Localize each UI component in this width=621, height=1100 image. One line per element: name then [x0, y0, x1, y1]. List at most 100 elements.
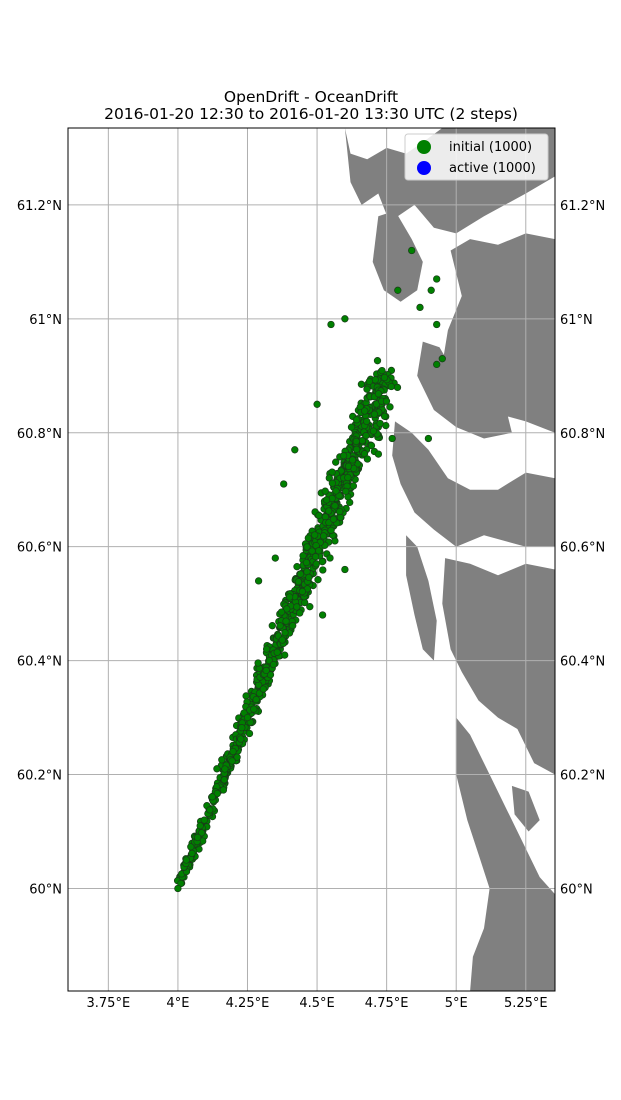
particle: [365, 377, 374, 386]
x-tick-label: 3.75°E: [87, 996, 131, 1011]
particle: [305, 573, 313, 582]
particle: [197, 829, 206, 837]
particle: [259, 685, 268, 693]
particle: [319, 532, 328, 540]
y-tick-label-right: 61.2°N: [560, 199, 605, 214]
particle: [276, 622, 284, 630]
particle: [254, 659, 262, 667]
particle: [374, 450, 383, 458]
chart-subtitle: 2016-01-20 12:30 to 2016-01-20 13:30 UTC…: [104, 105, 518, 123]
land-large-island-south: [442, 558, 555, 775]
land-southern-archipelago: [456, 717, 555, 991]
land-mainland-east: [442, 233, 555, 433]
y-tick-label-left: 60.4°N: [17, 655, 62, 670]
particle: [243, 713, 252, 722]
land-island-west-strip: [406, 535, 437, 661]
particle: [363, 455, 372, 463]
particle: [394, 286, 402, 294]
particle: [196, 822, 204, 830]
particle: [262, 666, 270, 675]
chart-title: OpenDrift - OceanDrift: [224, 88, 398, 106]
particle: [262, 645, 271, 653]
particle: [342, 487, 350, 496]
particle: [341, 565, 349, 574]
land-layer: [344, 128, 555, 991]
particle: [294, 578, 303, 586]
x-tick-label: 4°E: [166, 996, 189, 1011]
particle: [408, 246, 416, 255]
legend: initial (1000) active (1000): [404, 133, 549, 181]
particle: [291, 446, 299, 454]
particle: [313, 400, 321, 408]
particle: [273, 648, 281, 656]
particle: [311, 531, 319, 539]
particle: [352, 416, 361, 424]
legend-label-active: active (1000): [449, 161, 536, 176]
particle: [327, 526, 335, 534]
particle: [278, 636, 286, 644]
particle: [352, 437, 360, 446]
particle: [289, 622, 297, 630]
particle: [283, 605, 291, 613]
particle: [303, 543, 311, 551]
particle: [319, 566, 327, 574]
particle: [206, 806, 214, 814]
y-tick-label-right: 60.4°N: [560, 655, 605, 670]
particle: [314, 576, 322, 584]
particle: [433, 275, 441, 283]
particle: [416, 303, 424, 312]
x-tick-label: 5°E: [445, 996, 468, 1011]
particle: [329, 515, 338, 523]
y-tick-label-left: 60.2°N: [17, 769, 62, 784]
particle: [174, 884, 182, 893]
particle: [182, 856, 190, 864]
particle: [188, 849, 196, 858]
particle: [218, 756, 226, 764]
particle: [331, 502, 339, 510]
particle: [344, 462, 353, 470]
particle: [363, 417, 371, 426]
particle: [336, 507, 344, 516]
particle: [237, 735, 245, 743]
axis-ticks: 3.75°E 4°E 4.25°E 4.5°E 4.75°E 5°E 5.25°E 60°N 6…: [17, 199, 605, 1011]
x-tick-label: 4.5°E: [299, 996, 334, 1011]
particle: [221, 765, 229, 773]
particle: [424, 434, 433, 443]
particle: [281, 629, 289, 637]
particle: [304, 534, 312, 542]
particle: [254, 577, 263, 585]
particle: [427, 286, 435, 294]
particle: [433, 360, 441, 369]
legend-label-initial: initial (1000): [449, 140, 532, 155]
particle: [293, 603, 301, 611]
particle: [213, 789, 221, 798]
particle: [285, 593, 294, 601]
particle: [228, 757, 236, 765]
particle: [393, 383, 402, 392]
particle: [376, 419, 384, 428]
x-tick-label: 4.25°E: [226, 996, 270, 1011]
y-tick-label-right: 60.8°N: [560, 427, 605, 442]
particle: [332, 487, 340, 495]
y-tick-label-left: 60.6°N: [17, 541, 62, 556]
particle: [281, 651, 289, 659]
particle: [298, 587, 307, 596]
y-tick-label-right: 60°N: [560, 882, 593, 897]
particle: [238, 724, 246, 732]
particle: [245, 729, 254, 738]
y-tick-label-right: 60.2°N: [560, 769, 605, 784]
particle-layer: [173, 246, 446, 893]
particle: [312, 560, 320, 568]
particle: [433, 320, 441, 329]
land-islands-mid: [392, 421, 555, 547]
particle: [280, 480, 288, 488]
particle: [349, 482, 358, 490]
particle: [370, 410, 379, 418]
particle: [325, 507, 333, 515]
particle: [332, 458, 340, 466]
particle: [250, 705, 258, 713]
particle: [219, 786, 228, 794]
particle: [341, 315, 349, 323]
y-tick-label-right: 61°N: [560, 313, 593, 328]
